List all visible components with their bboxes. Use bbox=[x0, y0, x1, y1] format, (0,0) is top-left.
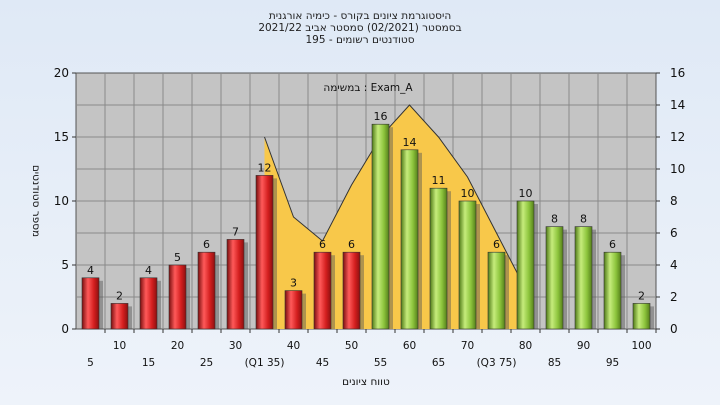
bar-value-label: 12 bbox=[258, 161, 272, 174]
chart-title-line1: היסטוגרמת ציונים בקורס - כימיה אורגנית bbox=[268, 10, 452, 22]
bar bbox=[139, 277, 158, 330]
chart-title-line2: בסמסטר (02/2021) סמסטר אביב 2021/22 bbox=[258, 22, 462, 34]
bar-value-label: 10 bbox=[461, 187, 475, 200]
y2-tick-label: 8 bbox=[670, 194, 678, 208]
y2-tick-label: 16 bbox=[670, 66, 685, 80]
bar bbox=[81, 277, 100, 330]
x-tick-label: 60 bbox=[403, 340, 416, 352]
y-tick-label: 10 bbox=[54, 194, 69, 208]
y2-tick-label: 4 bbox=[670, 258, 678, 272]
y2-tick-label: 10 bbox=[670, 162, 685, 176]
y-tick-label: 15 bbox=[54, 130, 69, 144]
bar bbox=[371, 123, 390, 330]
y2-tick-label: 6 bbox=[670, 226, 678, 240]
y2-tick-label: 2 bbox=[670, 290, 678, 304]
x-tick-label: 100 bbox=[631, 340, 651, 352]
x-tick-label: 25 bbox=[200, 357, 213, 369]
x-tick-label: (Q3 75) bbox=[477, 357, 517, 369]
bar-value-label: 14 bbox=[403, 136, 417, 149]
x-tick-label: 15 bbox=[142, 357, 155, 369]
distribution-area-outline bbox=[264, 104, 526, 290]
x-tick-label: 55 bbox=[374, 357, 387, 369]
x-tick-label: 70 bbox=[461, 340, 474, 352]
x-tick-label: 45 bbox=[316, 357, 329, 369]
x-tick-label: (Q1 35) bbox=[245, 357, 285, 369]
x-tick-label: 80 bbox=[519, 340, 532, 352]
y-tick-label: 20 bbox=[54, 66, 69, 80]
y-tick-label: 5 bbox=[61, 258, 69, 272]
bar bbox=[545, 226, 564, 330]
bar bbox=[255, 175, 274, 330]
x-tick-label: 90 bbox=[577, 340, 590, 352]
x-tick-label: 30 bbox=[229, 340, 242, 352]
x-tick-label: 50 bbox=[345, 340, 358, 352]
y2-tick-label: 14 bbox=[670, 98, 685, 112]
bar-value-label: 4 bbox=[145, 264, 152, 277]
bar-value-label: 8 bbox=[580, 213, 587, 226]
bar bbox=[574, 226, 593, 330]
bar-value-label: 3 bbox=[290, 277, 297, 290]
x-tick-label: 5 bbox=[87, 357, 94, 369]
chart-title-line3: סטודנטים רשומים - 195 bbox=[305, 34, 415, 46]
x-axis-title: טווח ציונים bbox=[342, 376, 390, 388]
bar-value-label: 2 bbox=[638, 289, 645, 302]
bar-value-label: 2 bbox=[116, 289, 123, 302]
bar bbox=[429, 187, 448, 330]
bar-value-label: 6 bbox=[493, 238, 500, 251]
bar bbox=[110, 303, 129, 330]
bar-value-label: 5 bbox=[174, 251, 181, 264]
bar bbox=[487, 251, 506, 330]
bar-value-label: 4 bbox=[87, 264, 94, 277]
x-tick-label: 85 bbox=[548, 357, 561, 369]
bar-value-label: 11 bbox=[432, 174, 446, 187]
bar-value-label: 7 bbox=[232, 225, 239, 238]
bar-value-label: 10 bbox=[519, 187, 533, 200]
bar bbox=[400, 149, 419, 330]
x-tick-label: 10 bbox=[113, 340, 126, 352]
y2-tick-label: 12 bbox=[670, 130, 685, 144]
y-axis-title: מספר סטודנטים bbox=[30, 165, 42, 237]
x-tick-label: 20 bbox=[171, 340, 184, 352]
y2-tick-label: 0 bbox=[670, 322, 678, 336]
x-tick-label: 95 bbox=[606, 357, 619, 369]
bar bbox=[197, 251, 216, 330]
y-tick-label: 0 bbox=[61, 322, 69, 336]
bar-value-label: 6 bbox=[348, 238, 355, 251]
bar-value-label: 8 bbox=[551, 213, 558, 226]
x-tick-label: 40 bbox=[287, 340, 300, 352]
bar bbox=[516, 200, 535, 330]
exam-annotation: במשימה : Exam_A bbox=[323, 82, 413, 94]
bar bbox=[226, 239, 245, 330]
bar bbox=[342, 251, 361, 330]
bar bbox=[632, 303, 651, 330]
bar-value-label: 6 bbox=[609, 238, 616, 251]
bar bbox=[284, 290, 303, 330]
bars-layer bbox=[81, 123, 654, 330]
bar bbox=[168, 264, 187, 330]
bar bbox=[458, 200, 477, 330]
x-tick-label: 65 bbox=[432, 357, 445, 369]
bar-value-label: 6 bbox=[319, 238, 326, 251]
bar-value-label: 6 bbox=[203, 238, 210, 251]
bar-value-label: 16 bbox=[374, 110, 388, 123]
bar bbox=[603, 251, 622, 330]
bar bbox=[313, 251, 332, 330]
